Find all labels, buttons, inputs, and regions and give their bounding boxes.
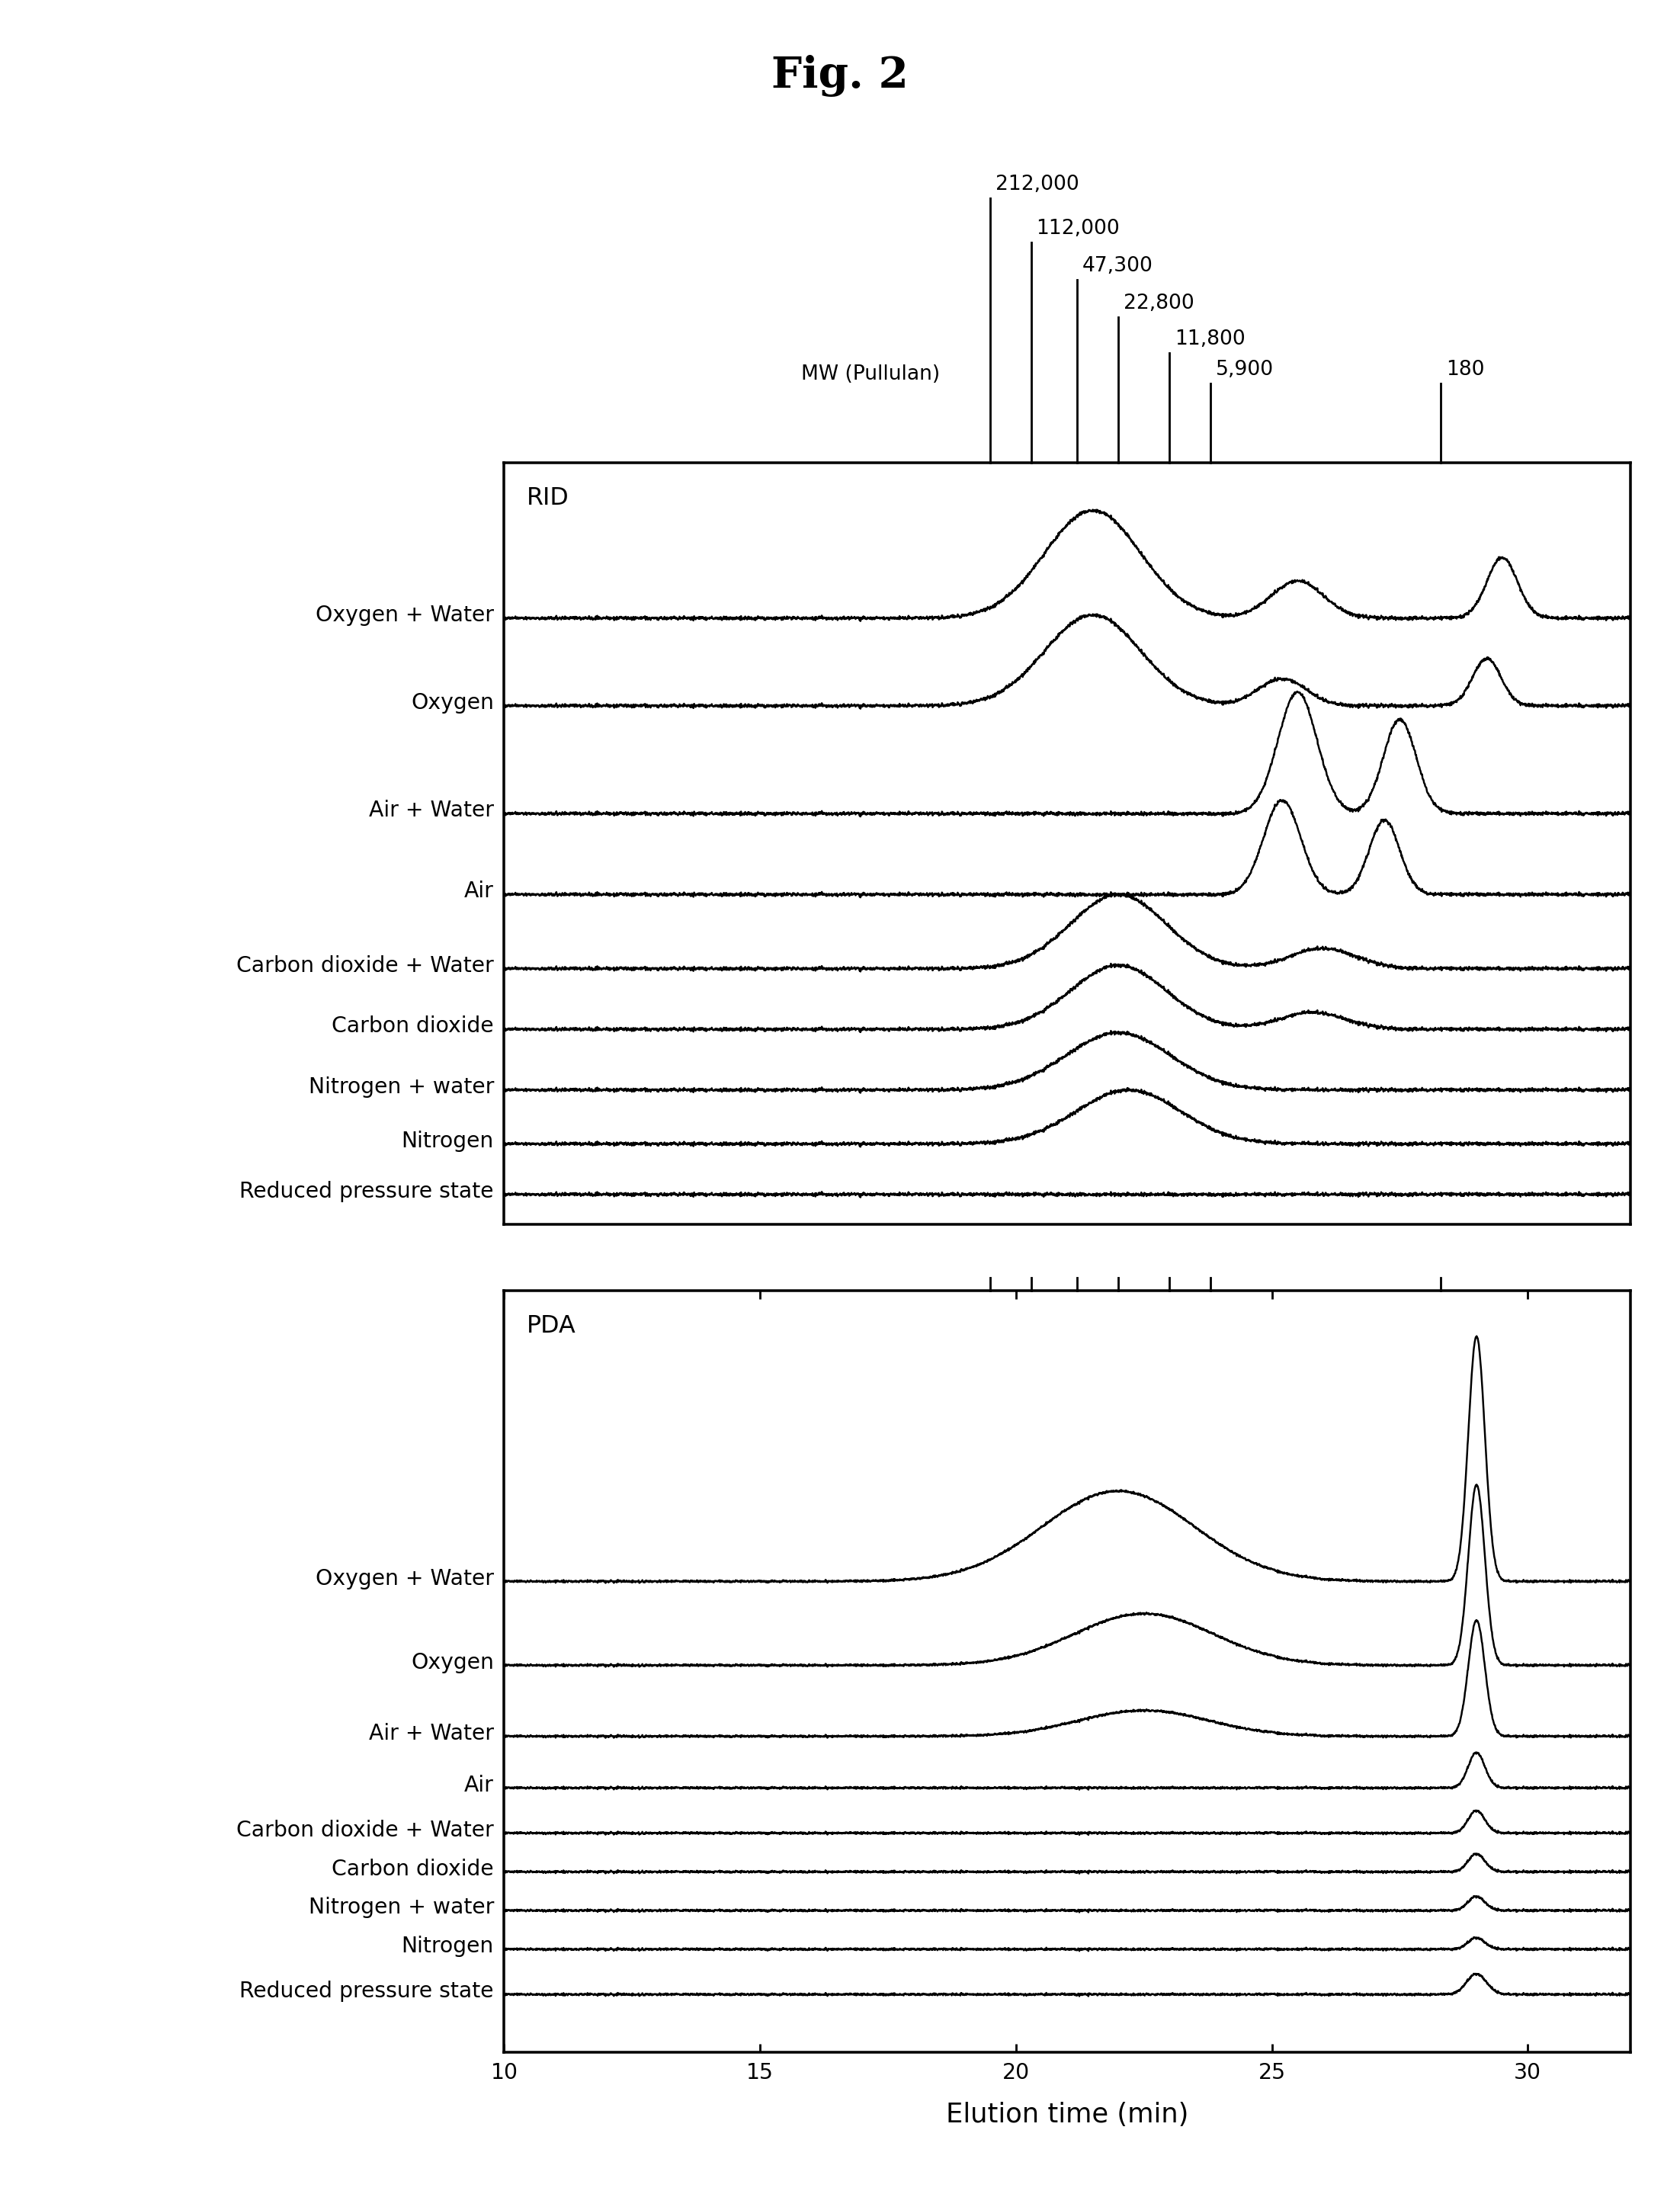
Text: 112,000: 112,000 — [1037, 218, 1119, 238]
Text: 5,900: 5,900 — [1215, 360, 1273, 380]
Text: Air: Air — [464, 1774, 494, 1796]
Text: Air: Air — [464, 881, 494, 903]
Text: 11,800: 11,800 — [1174, 329, 1245, 349]
Text: Reduced pressure state: Reduced pressure state — [240, 1181, 494, 1203]
Text: Fig. 2: Fig. 2 — [771, 55, 909, 97]
Text: PDA: PDA — [526, 1313, 576, 1337]
Text: Nitrogen + water: Nitrogen + water — [309, 1896, 494, 1918]
Text: Reduced pressure state: Reduced pressure state — [240, 1980, 494, 2002]
Text: Air + Water: Air + Water — [370, 799, 494, 821]
Text: Carbon dioxide: Carbon dioxide — [331, 1015, 494, 1037]
Text: Oxygen: Oxygen — [412, 693, 494, 713]
Text: 180: 180 — [1445, 360, 1483, 380]
Text: Oxygen: Oxygen — [412, 1651, 494, 1673]
Text: Nitrogen + water: Nitrogen + water — [309, 1077, 494, 1097]
Text: Nitrogen: Nitrogen — [402, 1936, 494, 1958]
Text: Carbon dioxide: Carbon dioxide — [331, 1858, 494, 1880]
Text: Elution time (min): Elution time (min) — [946, 2101, 1188, 2128]
Text: MW (Pullulan): MW (Pullulan) — [801, 364, 939, 384]
Text: 47,300: 47,300 — [1082, 256, 1152, 276]
Text: Carbon dioxide + Water: Carbon dioxide + Water — [237, 956, 494, 975]
Text: Oxygen + Water: Oxygen + Water — [316, 1567, 494, 1589]
Text: 212,000: 212,000 — [995, 174, 1079, 194]
Text: Air + Water: Air + Water — [370, 1721, 494, 1744]
Text: 22,800: 22,800 — [1122, 294, 1194, 313]
Text: RID: RID — [526, 486, 570, 510]
Text: Carbon dioxide + Water: Carbon dioxide + Water — [237, 1819, 494, 1841]
Text: Nitrogen: Nitrogen — [402, 1130, 494, 1152]
Text: Oxygen + Water: Oxygen + Water — [316, 605, 494, 627]
